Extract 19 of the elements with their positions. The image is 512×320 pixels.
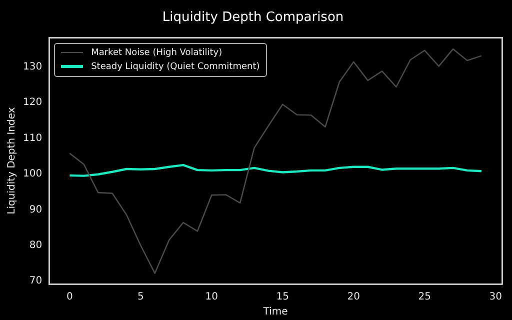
x-tick-label: 30 [489,292,502,303]
y-tick-label: 90 [29,204,42,216]
legend-label: Market Noise (High Volatility) [91,46,222,60]
y-tick-label: 80 [29,240,42,252]
chart-title: Liquidity Depth Comparison [162,10,344,26]
y-tick-label: 130 [22,61,42,72]
y-tick-label: 70 [29,276,42,287]
y-axis-title: Liquidity Depth Index [6,107,18,214]
x-tick-label: 25 [418,292,431,303]
x-tick-label: 5 [137,292,144,303]
x-tick-label: 15 [276,292,290,303]
y-tick-label: 110 [22,132,42,144]
legend-label: Steady Liquidity (Quiet Commitment) [91,60,260,74]
x-tick-label: 10 [205,292,218,303]
y-tick-label: 120 [22,97,42,108]
x-tick-label: 20 [347,292,360,303]
y-tick-label: 100 [22,168,42,180]
x-tick-label: 0 [66,292,73,303]
x-axis-title: Time [262,306,288,318]
